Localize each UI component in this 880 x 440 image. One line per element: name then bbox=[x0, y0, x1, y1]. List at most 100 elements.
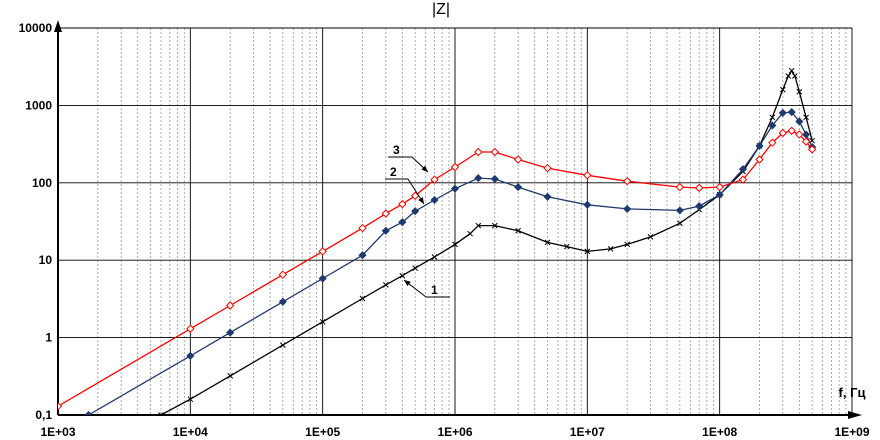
data-point-series-3 bbox=[583, 171, 592, 180]
data-point-series-1 bbox=[475, 222, 482, 229]
data-point-series-3 bbox=[450, 162, 460, 172]
series-callouts: 3 2 1 bbox=[385, 143, 450, 298]
x-axis-arrow bbox=[848, 411, 862, 419]
data-point-series-1 bbox=[788, 67, 795, 74]
x-tick-label: 1E+03 bbox=[40, 425, 75, 439]
y-tick-label: 10000 bbox=[19, 21, 53, 35]
data-point-series-3 bbox=[787, 126, 796, 135]
tick-labels: 1E+03 1E+04 1E+05 1E+06 1E+07 1E+08 1E+09 0,1 1 1… bbox=[19, 21, 870, 439]
data-point-series-1 bbox=[399, 272, 406, 279]
series-layer bbox=[58, 67, 817, 415]
data-point-series-3 bbox=[490, 147, 500, 157]
data-point-series-1 bbox=[491, 222, 498, 229]
data-point-series-3 bbox=[398, 199, 407, 209]
data-point-series-2 bbox=[787, 108, 796, 117]
data-point-series-1 bbox=[319, 318, 326, 325]
data-point-series-2 bbox=[358, 251, 367, 260]
data-point-series-1 bbox=[187, 396, 194, 403]
data-point-series-3 bbox=[58, 401, 63, 411]
data-point-series-3 bbox=[801, 137, 811, 146]
data-point-series-2 bbox=[381, 226, 390, 235]
series-2 bbox=[84, 108, 817, 415]
y-tick-label: 1 bbox=[45, 331, 52, 345]
x-tick-label: 1E+08 bbox=[702, 425, 737, 439]
x-axis-label: f, Гц bbox=[839, 385, 866, 400]
data-point-series-1 bbox=[467, 230, 473, 237]
data-point-series-1 bbox=[785, 73, 792, 79]
data-point-series-3 bbox=[543, 163, 552, 173]
data-point-series-2 bbox=[411, 207, 420, 216]
data-point-series-2 bbox=[514, 183, 523, 192]
data-point-series-2 bbox=[84, 410, 93, 415]
data-point-series-3 bbox=[694, 183, 704, 193]
data-point-series-1 bbox=[158, 412, 164, 415]
data-point-series-2 bbox=[715, 190, 724, 199]
x-tick-label: 1E+05 bbox=[305, 425, 340, 439]
data-point-series-2 bbox=[430, 195, 439, 205]
data-point-series-2 bbox=[490, 174, 499, 184]
axes bbox=[54, 20, 862, 419]
y-tick-label: 10 bbox=[39, 253, 53, 267]
data-point-series-2 bbox=[768, 121, 777, 130]
data-point-series-1 bbox=[452, 241, 458, 248]
callout-arrowhead bbox=[404, 280, 411, 287]
data-point-series-3 bbox=[778, 128, 788, 138]
minor-gridlines bbox=[97, 28, 847, 415]
series-3 bbox=[58, 126, 817, 411]
data-point-series-2 bbox=[802, 130, 811, 139]
series-line-3 bbox=[58, 130, 813, 407]
callout-arrowhead bbox=[421, 165, 428, 172]
data-point-series-2 bbox=[543, 192, 552, 201]
data-point-series-3 bbox=[513, 155, 523, 164]
series-line-1 bbox=[160, 69, 813, 415]
data-point-series-1 bbox=[515, 227, 521, 234]
data-point-series-1 bbox=[227, 373, 234, 379]
data-point-series-2 bbox=[675, 206, 684, 215]
data-point-series-3 bbox=[278, 270, 288, 279]
data-point-series-1 bbox=[382, 282, 389, 288]
data-point-series-1 bbox=[279, 342, 286, 348]
data-point-series-2 bbox=[778, 108, 787, 117]
data-point-series-3 bbox=[715, 182, 724, 192]
data-point-series-1 bbox=[563, 243, 570, 250]
chart-title: |Z| bbox=[432, 1, 450, 18]
callout-label-3: 3 bbox=[393, 143, 400, 157]
series-line-2 bbox=[88, 111, 813, 415]
callout-arrowhead bbox=[418, 197, 424, 204]
data-point-series-2 bbox=[695, 202, 704, 211]
series-1 bbox=[158, 67, 816, 415]
data-point-series-3 bbox=[622, 176, 632, 186]
data-point-series-1 bbox=[769, 114, 776, 121]
data-point-series-2 bbox=[226, 328, 235, 337]
data-point-series-1 bbox=[359, 295, 366, 302]
y-tick-label: 100 bbox=[32, 176, 52, 190]
data-point-series-1 bbox=[779, 86, 786, 93]
callout-label-1: 1 bbox=[431, 283, 438, 297]
x-tick-label: 1E+07 bbox=[570, 425, 605, 439]
data-point-series-2 bbox=[278, 297, 287, 306]
data-point-series-3 bbox=[675, 182, 685, 192]
data-point-series-2 bbox=[186, 351, 195, 360]
data-point-series-1 bbox=[647, 234, 654, 240]
data-point-series-3 bbox=[225, 301, 235, 310]
callout-label-2: 2 bbox=[390, 165, 397, 179]
data-point-series-3 bbox=[318, 247, 327, 256]
x-tick-label: 1E+09 bbox=[834, 425, 869, 439]
data-point-series-1 bbox=[544, 239, 551, 246]
data-point-series-3 bbox=[768, 138, 777, 147]
data-point-series-1 bbox=[431, 254, 438, 260]
data-point-series-1 bbox=[584, 248, 591, 255]
data-point-series-2 bbox=[738, 165, 748, 174]
data-point-series-3 bbox=[186, 324, 195, 333]
data-point-series-2 bbox=[450, 184, 460, 193]
data-point-series-3 bbox=[755, 155, 764, 164]
data-point-series-2 bbox=[583, 200, 592, 209]
data-point-series-3 bbox=[430, 175, 439, 184]
data-point-series-1 bbox=[792, 73, 798, 79]
data-point-series-2 bbox=[623, 204, 632, 213]
data-point-series-1 bbox=[412, 265, 419, 271]
data-point-series-1 bbox=[803, 114, 809, 121]
data-point-series-3 bbox=[474, 147, 483, 157]
y-tick-label: 1000 bbox=[25, 98, 52, 112]
